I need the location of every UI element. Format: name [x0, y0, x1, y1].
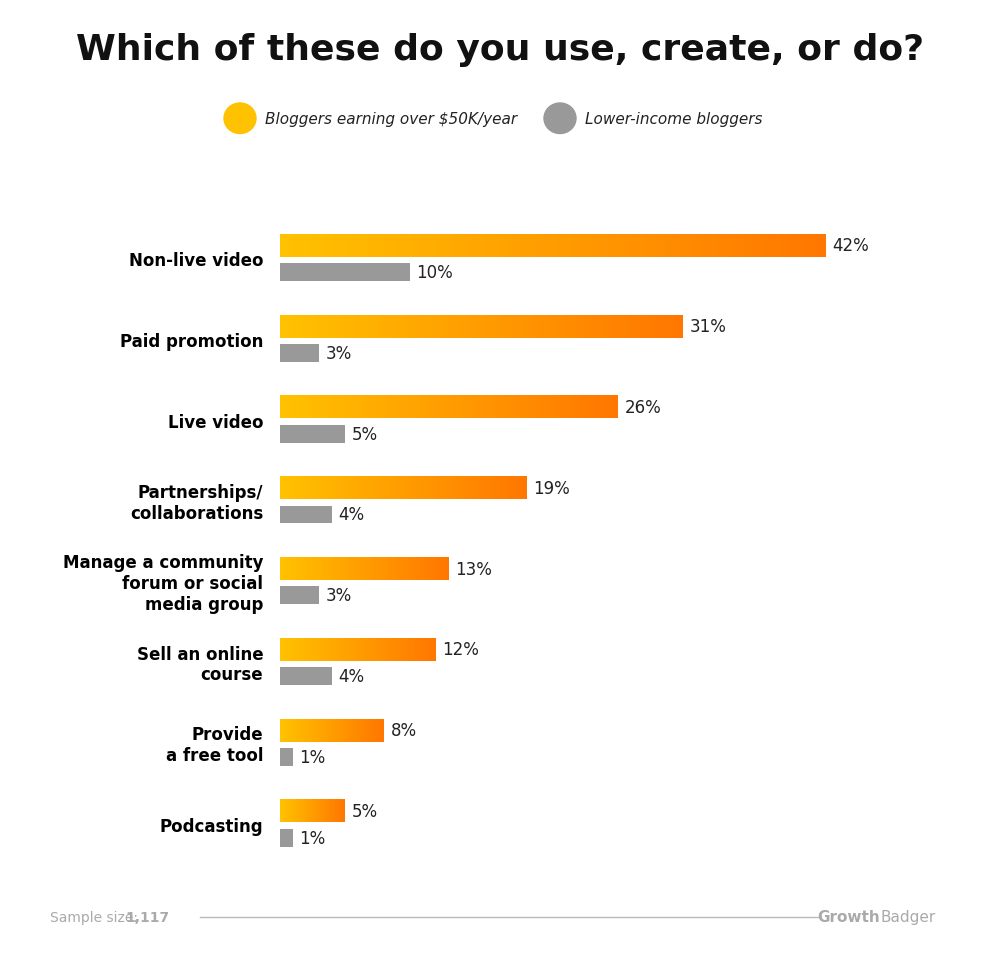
Text: 5%: 5% — [352, 802, 378, 821]
Text: Lower-income bloggers: Lower-income bloggers — [585, 112, 763, 127]
Text: 26%: 26% — [624, 398, 661, 416]
Text: 1%: 1% — [300, 829, 326, 847]
Text: 3%: 3% — [326, 587, 352, 604]
Text: 4%: 4% — [338, 667, 365, 685]
Bar — [280, 587, 319, 604]
Text: Sample size:: Sample size: — [50, 910, 142, 923]
Text: 12%: 12% — [442, 640, 479, 659]
Bar — [280, 667, 332, 685]
Bar — [280, 425, 345, 443]
Text: Growth: Growth — [817, 909, 880, 924]
Text: 19%: 19% — [534, 479, 570, 497]
Text: Which of these do you use, create, or do?: Which of these do you use, create, or do… — [76, 33, 924, 68]
Text: 31%: 31% — [690, 318, 726, 335]
Text: Bloggers earning over $50K/year: Bloggers earning over $50K/year — [265, 112, 517, 127]
Text: 13%: 13% — [456, 560, 492, 578]
Text: 5%: 5% — [352, 425, 378, 443]
Bar — [280, 345, 319, 362]
Bar — [280, 829, 293, 846]
Text: 8%: 8% — [390, 721, 417, 740]
Bar — [280, 748, 293, 766]
Text: 42%: 42% — [832, 237, 869, 255]
Text: 1%: 1% — [300, 748, 326, 766]
Text: 10%: 10% — [416, 264, 453, 282]
Bar — [280, 506, 332, 524]
Text: Badger: Badger — [880, 909, 935, 924]
Text: 3%: 3% — [326, 345, 352, 362]
Text: 1,117: 1,117 — [125, 910, 169, 923]
Bar — [280, 264, 410, 282]
Text: 4%: 4% — [338, 506, 365, 524]
